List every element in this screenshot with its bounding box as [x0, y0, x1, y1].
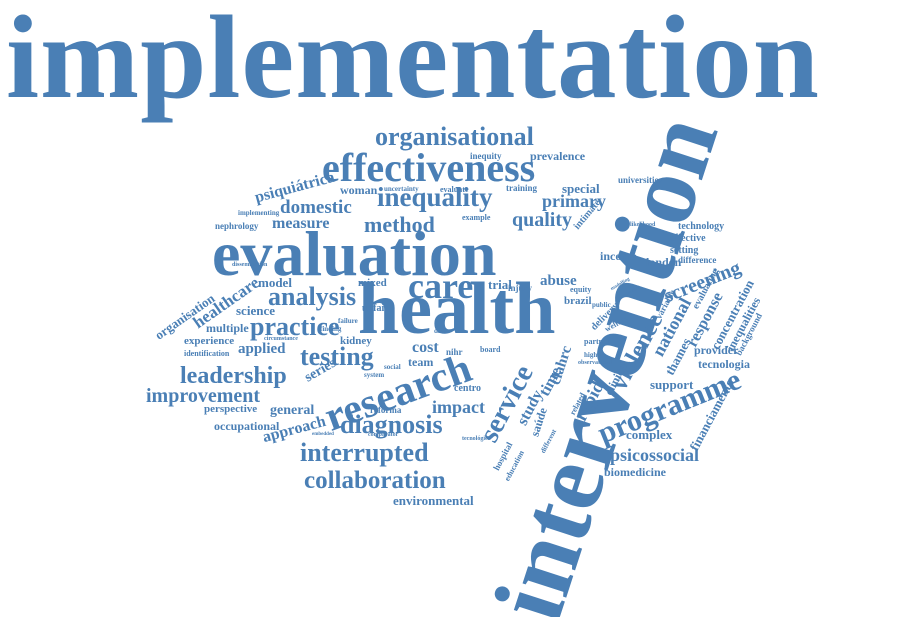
word-income: income: [600, 249, 637, 263]
word-mixed: mixed: [358, 277, 387, 289]
word-london: london: [646, 255, 682, 269]
word-occupational: occupational: [214, 419, 280, 433]
headline-word: implementation: [6, 0, 820, 123]
word-interrupted: interrupted: [300, 438, 429, 467]
word-board: board: [480, 345, 501, 354]
word-nephrology: nephrology: [215, 221, 259, 231]
word-impact: impact: [432, 397, 485, 417]
word-team: team: [408, 355, 434, 369]
word-universities: universities: [618, 175, 662, 185]
word-biomedicine: biomedicine: [604, 465, 666, 479]
word-kidney: kidney: [340, 335, 372, 347]
word-leadership: leadership: [180, 363, 287, 389]
word-abuse: abuse: [540, 273, 577, 289]
word-inequity: inequity: [470, 151, 502, 161]
word-health: health: [358, 268, 556, 350]
word-perspective: perspective: [204, 403, 258, 415]
word-effective: effective: [670, 233, 706, 244]
word-comparator: comparator: [368, 432, 399, 438]
word-provider: provider: [694, 343, 739, 357]
word-measure: measure: [272, 215, 330, 232]
word-trial: trial: [488, 277, 512, 292]
word-example: example: [462, 213, 491, 222]
word-effectiveness: effectiveness: [322, 145, 536, 190]
word-difference: difference: [678, 255, 717, 265]
word-identification: identification: [184, 349, 230, 358]
word-domestic: domestic: [280, 197, 352, 218]
word-technology: technology: [678, 221, 725, 232]
word-dissemination: dissemination: [232, 262, 268, 268]
word-embedded: embedded: [312, 432, 334, 437]
word-data: data: [434, 327, 448, 335]
word-evaluation: evaluation: [212, 218, 497, 289]
word-higher: higher: [584, 351, 604, 359]
word-failure: failure: [338, 317, 358, 325]
word-likelihood: likelihood: [630, 222, 656, 228]
word-centro: centro: [454, 383, 482, 394]
word-reforma: reforma: [370, 405, 402, 415]
word-prevalence: prevalence: [530, 149, 586, 163]
word-psicossocial: psicossocial: [610, 445, 700, 465]
word-care: care: [408, 266, 474, 306]
word-organisational: organisational: [375, 122, 534, 151]
word-science: science: [236, 303, 275, 318]
word-unfair: unfair: [362, 303, 389, 314]
word-partner: partner: [584, 337, 611, 346]
word-support: support: [650, 377, 694, 392]
word-implementing: implementing: [238, 209, 280, 217]
word-quality: quality: [512, 209, 573, 231]
word-tecnologica: tecnológica: [462, 436, 491, 442]
word-inequality: inequality: [377, 182, 493, 212]
word-training: training: [506, 183, 538, 193]
word-primary: primary: [542, 191, 606, 211]
word-collaboration: collaboration: [304, 467, 446, 494]
word-public: public: [592, 301, 611, 309]
word-circumstance: circumstance: [264, 336, 298, 342]
word-finding: finding: [320, 325, 342, 333]
word-practice: practice: [250, 312, 340, 341]
word-setting: setting: [670, 245, 699, 256]
word-testing: testing: [300, 342, 374, 371]
word-analysis: analysis: [268, 282, 357, 311]
word-observational: observational: [578, 360, 613, 366]
word-multiple: multiple: [206, 321, 249, 335]
word-method: method: [364, 212, 435, 237]
word-nihr: nihr: [446, 347, 463, 357]
word-uncertainty: uncertainty: [384, 185, 419, 193]
word-applied: applied: [238, 341, 286, 357]
word-evaluate: evaluate: [440, 185, 469, 194]
word-environmental: environmental: [393, 493, 474, 508]
word-woman: woman: [340, 183, 378, 197]
word-brazil: brazil: [564, 295, 592, 307]
word-model: model: [258, 275, 292, 290]
word-improvement: improvement: [146, 385, 261, 407]
word-experience: experience: [184, 335, 235, 347]
word-cost: cost: [412, 339, 439, 356]
word-system: system: [364, 371, 385, 379]
word-equity: equity: [570, 285, 592, 294]
word-general: general: [270, 403, 315, 418]
word-special: special: [562, 181, 600, 196]
word-social: social: [384, 363, 401, 371]
word-complex: complex: [626, 427, 673, 442]
word-tecnologia: tecnologia: [698, 357, 750, 371]
word-injury: injury: [508, 283, 533, 293]
word-diagnosis: diagnosis: [340, 410, 443, 439]
